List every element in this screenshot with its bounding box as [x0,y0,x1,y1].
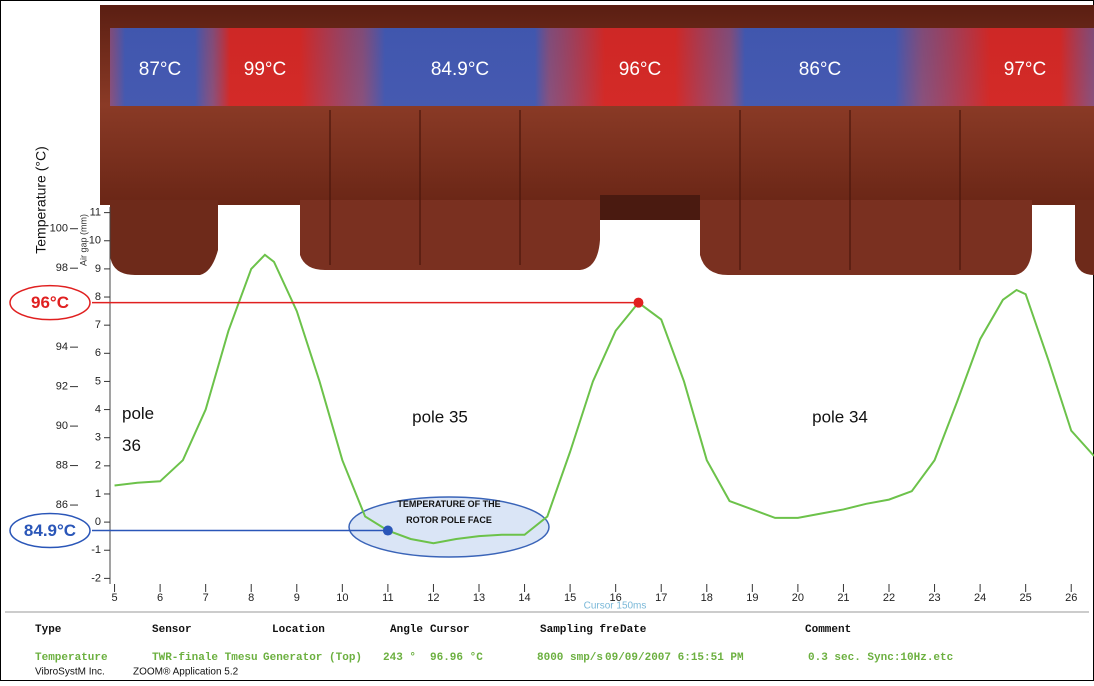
table-header: Cursor [430,624,470,636]
table-header: Sampling fre [540,624,620,636]
y2-axis-title: Temperature (°C) [33,146,49,254]
pole-label: pole 35 [412,407,468,426]
x-tick-label: 18 [701,592,713,604]
y2-tick-label: 98 [56,262,68,274]
y-tick-label: 10 [89,235,101,247]
x-tick-label: 21 [837,592,849,604]
y-axis-title: Air gap (mm) [78,214,88,266]
band-temperature: 84.9°C [431,59,489,80]
y-tick-label: -1 [91,544,101,556]
y-tick-label: 7 [95,319,101,331]
table-cell: Temperature [35,652,108,664]
marker-point [383,526,393,536]
table-cell: 8000 smp/s [537,652,603,664]
table-cell: Generator (Top) [263,652,362,664]
table-header: Comment [805,624,851,636]
x-tick-label: 15 [564,592,576,604]
x-tick-label: 17 [655,592,667,604]
table-header: Date [620,624,647,636]
x-tick-label: 12 [427,592,439,604]
x-tick-label: 11 [382,592,393,604]
x-tick-label: 8 [248,592,254,604]
marker-point [633,298,643,308]
screenshot: 87°C99°C84.9°C96°C86°C97°C-2-10123456789… [0,0,1094,681]
footer-text: VibroSystM Inc. [35,667,105,678]
x-tick-label: 26 [1065,592,1077,604]
table-cell: 0.3 sec. Sync:10Hz.etc [808,652,953,664]
band-temperature: 87°C [139,59,181,80]
y2-tick-label: 90 [56,420,68,432]
y-tick-label: 4 [95,403,101,415]
band-temperature: 86°C [799,59,841,80]
x-tick-label: 23 [928,592,940,604]
y-tick-label: 6 [95,347,101,359]
y-tick-label: 11 [90,207,101,219]
x-tick-label: 5 [111,592,117,604]
band-temperature: 99°C [244,59,286,80]
band-temperature: 97°C [1004,59,1046,80]
x-tick-label: 9 [294,592,300,604]
y-tick-label: 2 [95,460,101,472]
x-tick-label: 13 [473,592,485,604]
y-tick-label: 8 [95,291,101,303]
y-tick-label: 1 [95,488,101,500]
x-tick-label: 7 [203,592,209,604]
y-tick-label: 0 [95,516,101,528]
x-tick-label: 20 [792,592,804,604]
table-header: Location [272,624,325,636]
y2-tick-label: 94 [56,341,68,353]
table-cell: 243 ° [383,652,416,664]
band-temperature: 96°C [619,59,661,80]
table-header: Sensor [152,624,192,636]
x-tick-label: 14 [518,592,530,604]
y-tick-label: -2 [91,572,101,584]
footer-text: ZOOM® Application 5.2 [133,667,239,678]
table-header: Type [35,624,62,636]
marker-label: 84.9°C [24,521,76,540]
table-cell: 09/09/2007 6:15:51 PM [605,652,744,664]
y-tick-label: 3 [95,432,101,444]
pole-label: pole 34 [812,407,868,426]
x-tick-label: 19 [746,592,758,604]
y2-tick-label: 86 [56,499,68,511]
x-tick-label: 10 [336,592,348,604]
table-cell: TWR-finale Tmesu [152,652,258,664]
marker-label: 96°C [31,293,69,312]
table-header: Angle [390,624,423,636]
y2-tick-label: 100 [50,223,68,235]
y2-tick-label: 92 [56,381,68,393]
x-tick-label: 22 [883,592,895,604]
y-tick-label: 9 [95,263,101,275]
y-tick-label: 5 [95,375,101,387]
x-tick-label: 25 [1020,592,1032,604]
cursor-label: Cursor 150ms [584,601,647,612]
x-tick-label: 6 [157,592,163,604]
table-cell: 96.96 °C [430,652,483,664]
y2-tick-label: 88 [56,459,68,471]
x-tick-label: 24 [974,592,986,604]
